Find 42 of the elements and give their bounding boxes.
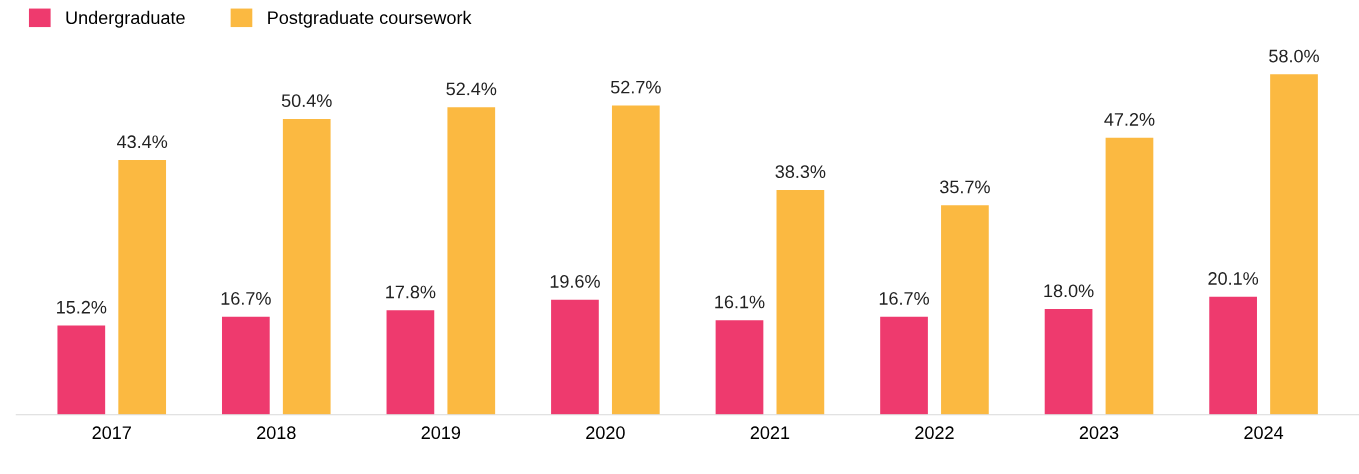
data-label: 18.0%	[1044, 284, 1094, 298]
data-label: 43.4%	[117, 135, 168, 149]
bar	[221, 316, 270, 415]
bar	[386, 310, 435, 415]
bar	[776, 189, 825, 415]
bar	[551, 299, 599, 415]
bar	[1105, 137, 1154, 415]
data-label: 35.7%	[940, 180, 990, 194]
x-tick-label: 2019	[421, 426, 461, 440]
bar	[880, 316, 928, 415]
bar	[1044, 309, 1093, 415]
bar	[611, 105, 660, 415]
x-tick-label: 2023	[1079, 426, 1119, 440]
x-tick-label: 2022	[915, 426, 954, 440]
bar	[1209, 296, 1257, 415]
bar	[447, 107, 496, 415]
x-tick-label: 2021	[750, 426, 790, 440]
data-label: 50.4%	[281, 94, 332, 108]
bar	[715, 320, 764, 415]
data-label: 52.7%	[610, 80, 661, 94]
bar	[282, 118, 331, 415]
data-label: 38.3%	[775, 165, 826, 179]
data-label: 47.2%	[1104, 113, 1155, 126]
legend-label: Postgraduate coursework	[268, 10, 472, 28]
bar	[118, 160, 167, 415]
x-tick-label: 2018	[257, 426, 296, 440]
data-label: 20.1%	[1208, 272, 1259, 285]
x-tick-label: 2017	[92, 426, 131, 440]
bar	[57, 325, 106, 415]
data-label: 15.2%	[57, 300, 107, 314]
data-label: 16.1%	[715, 295, 765, 309]
data-label: 16.7%	[221, 292, 271, 305]
data-label: 58.0%	[1269, 49, 1319, 63]
data-label: 52.4%	[446, 82, 497, 96]
bar	[941, 205, 989, 415]
data-label: 19.6%	[550, 275, 600, 288]
x-tick-label: 2024	[1244, 426, 1284, 440]
legend-label: Undergraduate	[66, 10, 185, 28]
bar	[1270, 74, 1318, 415]
x-tick-label: 2020	[586, 426, 625, 440]
data-label: 16.7%	[879, 292, 929, 305]
data-label: 17.8%	[386, 285, 436, 299]
